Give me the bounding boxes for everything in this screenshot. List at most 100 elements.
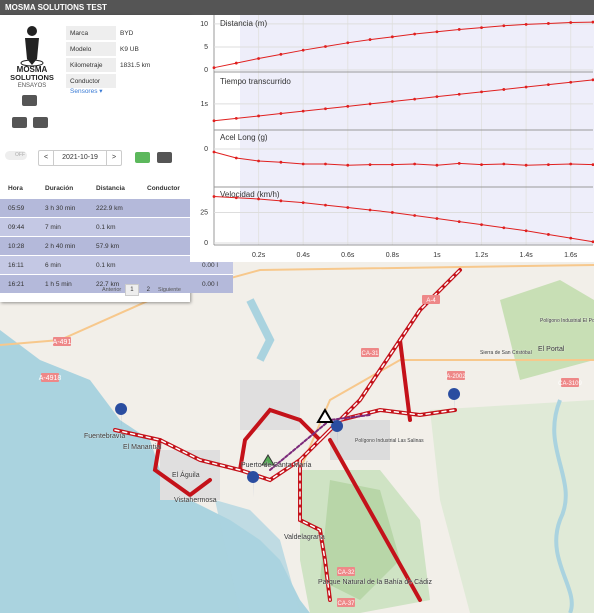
- column-header: Distancia: [96, 184, 125, 192]
- point: [346, 163, 350, 167]
- column-header: Hora: [8, 184, 23, 192]
- trip-cell: [139, 255, 194, 275]
- road-shield: [41, 373, 59, 382]
- x-tick-label: 0.8s: [386, 252, 400, 259]
- map-label: El Águila: [172, 470, 200, 479]
- road-shield: [53, 337, 71, 346]
- point: [569, 162, 573, 166]
- toggle[interactable]: OFF: [5, 151, 27, 160]
- point: [390, 163, 394, 167]
- info-row: Marca BYD: [66, 26, 154, 40]
- logo-text: MOSMA: [17, 65, 48, 74]
- sensors-text: Sensores: [70, 88, 98, 95]
- page-link[interactable]: 1: [125, 284, 139, 296]
- next-link[interactable]: Siguiente: [157, 287, 181, 293]
- y-tick-label: 10: [200, 21, 208, 28]
- point: [480, 223, 483, 227]
- trip-row[interactable]: 09:44 7 min 0.1 km 0.00 l: [0, 217, 233, 237]
- point: [502, 162, 506, 166]
- point: [279, 52, 283, 56]
- x-tick-label: 1.6s: [564, 252, 578, 259]
- point: [413, 97, 417, 101]
- trips-table: HoraDuraciónDistanciaConductorCombustibl…: [0, 178, 233, 293]
- road-shield: [447, 371, 465, 380]
- map-label: El Manantial: [123, 444, 162, 451]
- point: [413, 214, 417, 217]
- prev-link[interactable]: Anterior: [102, 287, 122, 293]
- point: [547, 233, 550, 236]
- point: [435, 95, 439, 99]
- point: [301, 109, 305, 113]
- toggle-text: OFF: [15, 152, 25, 158]
- point: [346, 104, 350, 108]
- y-tick-label: 0: [204, 67, 208, 74]
- y-tick-label: 0: [204, 240, 208, 247]
- point: [591, 163, 594, 166]
- date-text: 2021-10-19: [62, 154, 98, 161]
- road-shield: [337, 598, 355, 607]
- series-line: [213, 151, 594, 166]
- button[interactable]: [157, 152, 172, 163]
- trip-cell: 6 min: [37, 255, 88, 275]
- point: [390, 211, 394, 214]
- point: [212, 150, 216, 154]
- info-value: [116, 74, 154, 88]
- trip-cell: 16:21: [0, 274, 37, 293]
- trip-row[interactable]: 16:21 1 h 5 min 22.7 km 0.00 l: [0, 274, 233, 293]
- point: [502, 226, 506, 230]
- map-label: Valdelagrana: [284, 534, 325, 541]
- point: [547, 83, 550, 87]
- point: [234, 156, 238, 160]
- point: [368, 208, 372, 212]
- point: [301, 201, 305, 205]
- map-label: A-491: [53, 339, 72, 346]
- series-line: [213, 21, 594, 69]
- point: [413, 162, 417, 166]
- point: [368, 102, 372, 106]
- trip-cell: 57.9 km: [88, 236, 139, 256]
- column-header: Conductor: [147, 184, 180, 192]
- point: [435, 217, 439, 220]
- point: [279, 160, 283, 164]
- x-tick-label: 1s: [433, 252, 441, 259]
- point: [591, 20, 594, 24]
- point: [502, 24, 506, 28]
- trip-cell: [139, 274, 194, 293]
- y-tick-label: 25: [200, 209, 208, 216]
- charts: 0.2s 0.4s 0.6s 0.8s 1s 1.2s 1.4s 1.6s 0 5 10 Distan…: [190, 15, 594, 262]
- trip-cell: 1 h 5 min: [37, 274, 88, 293]
- button[interactable]: [33, 117, 48, 128]
- point: [279, 112, 283, 115]
- trip-cell: 0.1 km: [88, 217, 139, 237]
- button[interactable]: [135, 152, 150, 163]
- point: [480, 26, 483, 29]
- sensors-link[interactable]: Sensores ▾: [70, 88, 103, 95]
- point: [390, 100, 394, 103]
- series-line: [213, 79, 594, 122]
- point: [480, 163, 483, 167]
- trip-cell: 7 min: [37, 217, 88, 237]
- panel-title: Acel Long (g): [220, 133, 268, 142]
- point: [569, 21, 573, 24]
- road-shield: [422, 295, 440, 304]
- trip-cell: [139, 217, 194, 237]
- point: [212, 195, 216, 198]
- map-label: Sierra de San Cristóbal: [480, 350, 532, 356]
- y-tick-label: 1s: [201, 101, 209, 108]
- point: [569, 80, 573, 84]
- date-picker[interactable]: < 2021-10-19 >: [38, 150, 122, 166]
- button[interactable]: [22, 95, 37, 106]
- trip-cell: 16:11: [0, 255, 37, 275]
- point: [547, 163, 550, 167]
- point: [212, 66, 216, 70]
- point: [257, 57, 260, 60]
- info-label: Modelo: [66, 42, 116, 56]
- button[interactable]: [12, 117, 27, 128]
- map-label: Puerto de Santa María: [241, 462, 312, 469]
- point: [435, 30, 439, 34]
- page-link[interactable]: 2: [146, 287, 150, 293]
- point: [257, 114, 260, 118]
- point: [301, 162, 305, 166]
- map-label: A-4918: [39, 375, 62, 382]
- point: [591, 240, 594, 244]
